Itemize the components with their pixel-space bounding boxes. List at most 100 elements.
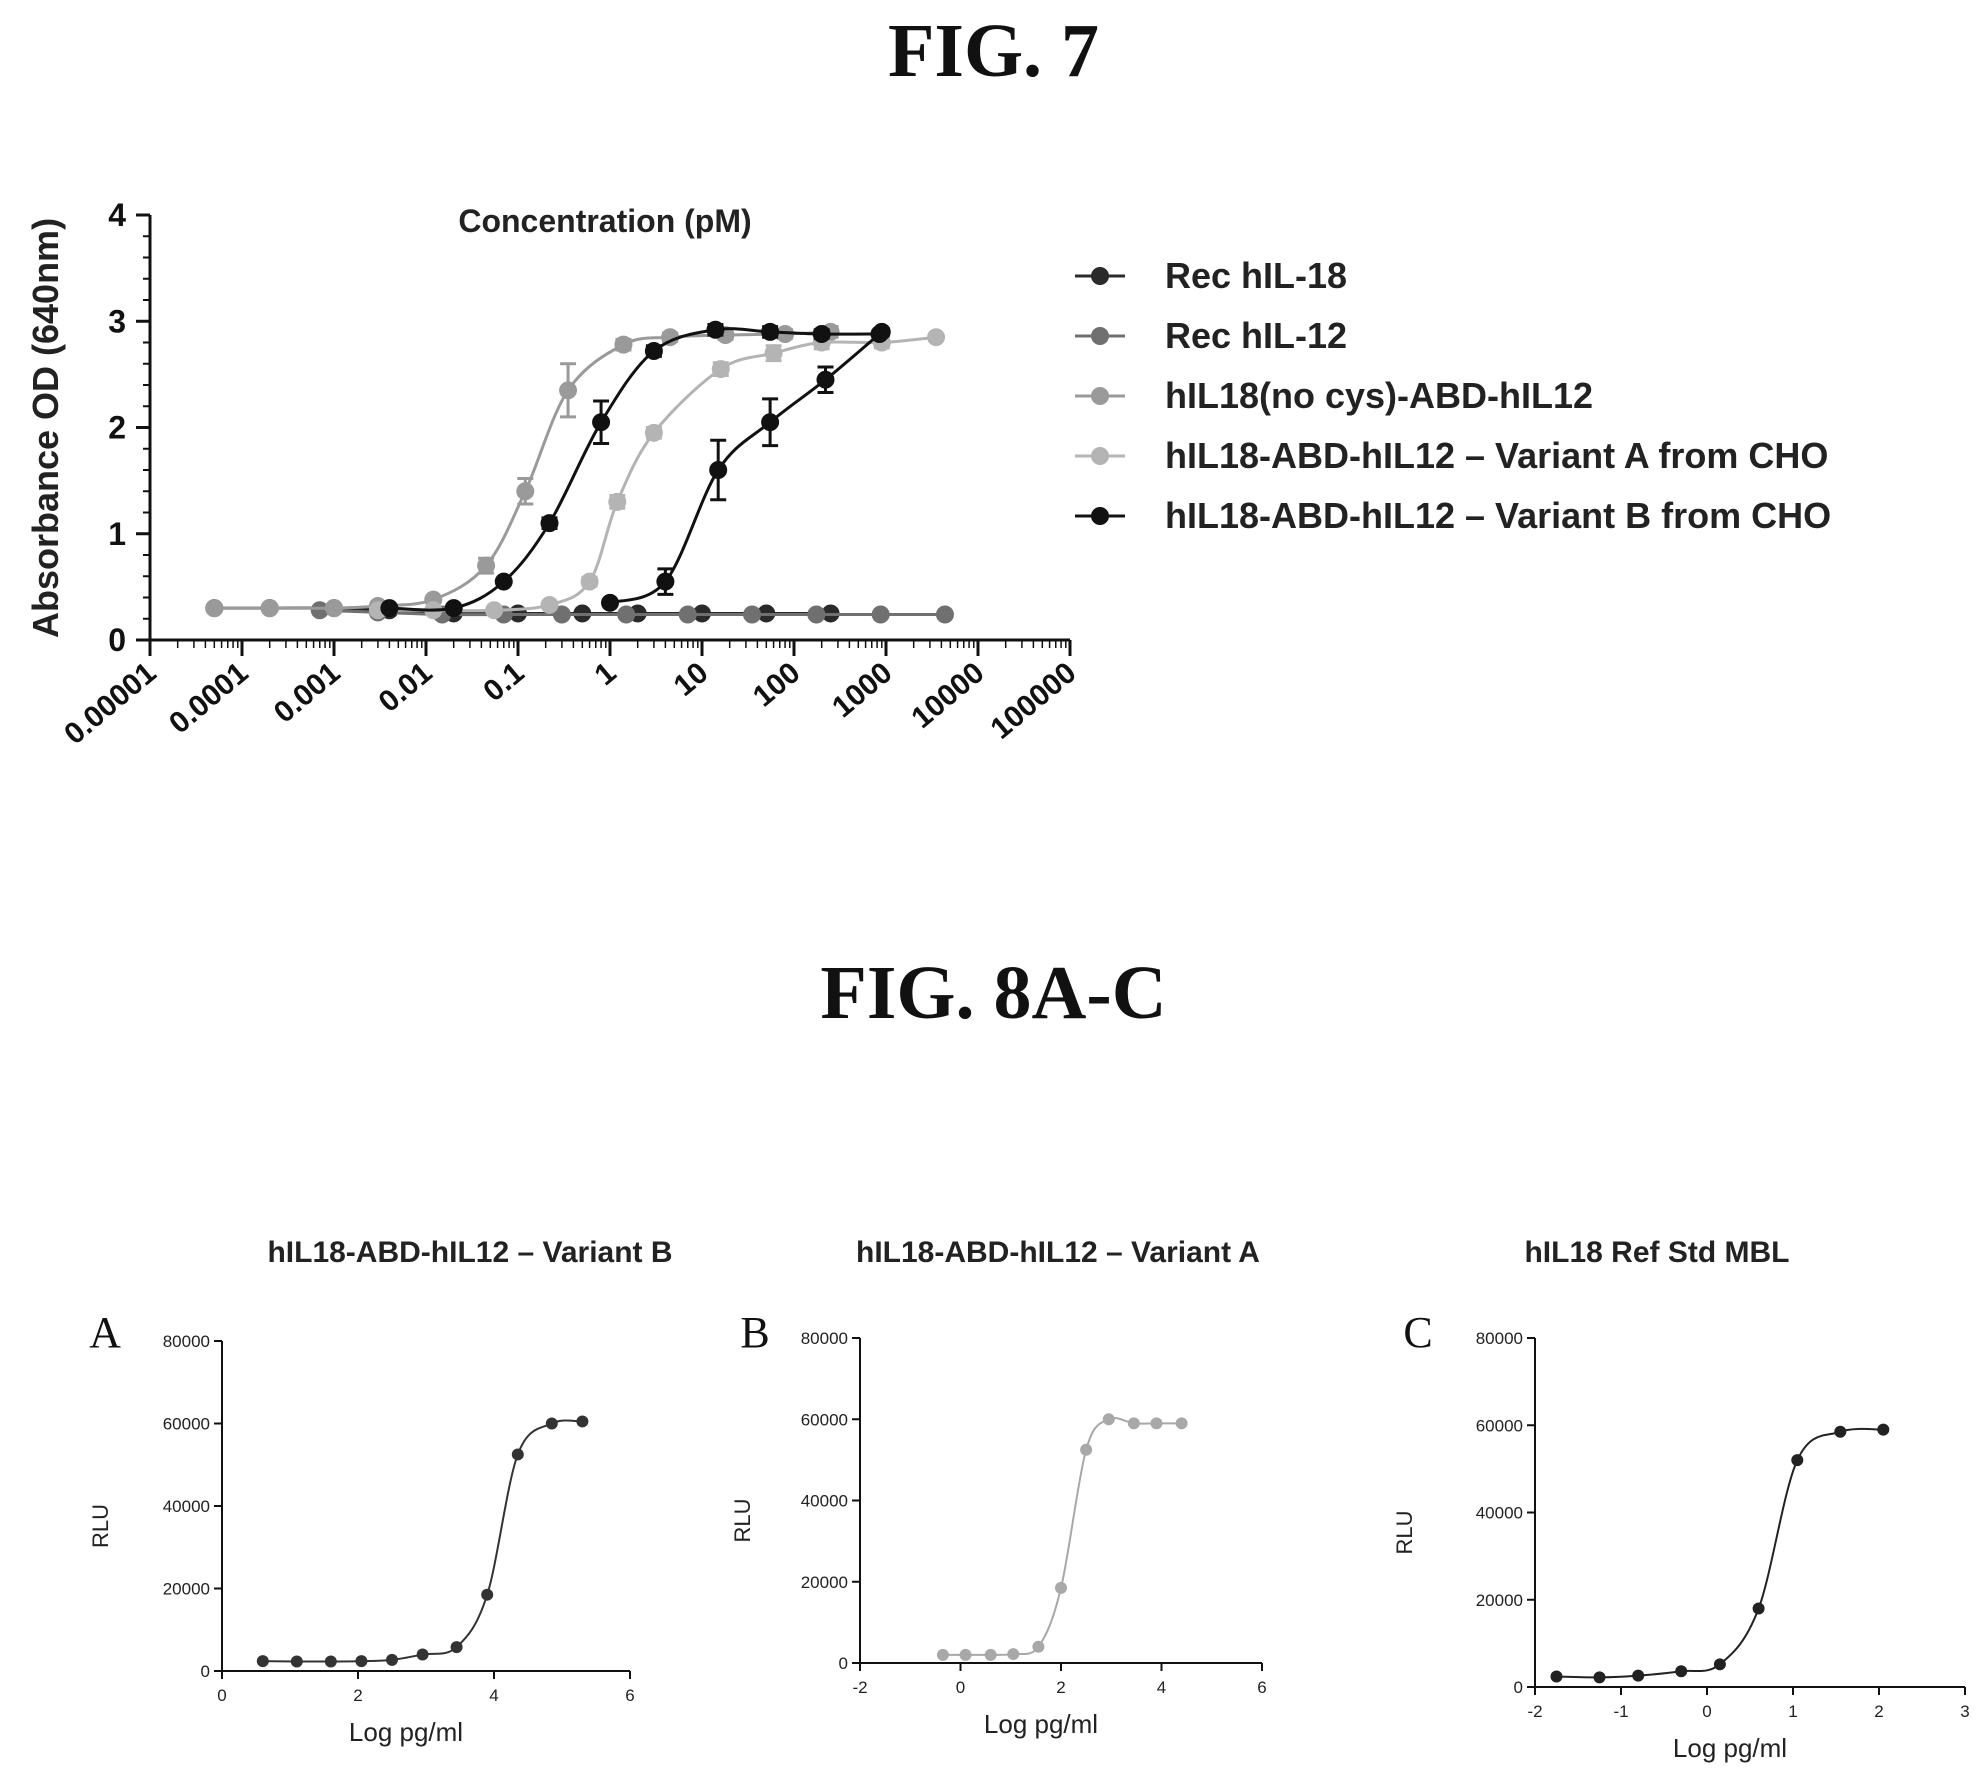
fig8-data-point: [1032, 1640, 1045, 1653]
fig7-data-point: [310, 601, 329, 620]
fig7-data-point: [871, 605, 890, 624]
fig8-x-axis-label: Log pg/ml: [984, 1709, 1098, 1739]
fig7-y-tick-label: 1: [108, 516, 126, 552]
fig7-legend-marker: [1091, 327, 1109, 345]
fig7-x-tick-label: 0.00001: [58, 656, 162, 751]
fig8-x-tick-label: 3: [1960, 1702, 1969, 1721]
fig8-x-tick-label: -1: [1613, 1702, 1628, 1721]
fig7-data-point: [656, 572, 675, 591]
fig7-legend-label: hIL18-ABD-hIL12 – Variant A from CHO: [1165, 435, 1828, 476]
fig7-data-point: [644, 342, 663, 360]
fig8-data-point: [355, 1655, 368, 1668]
fig8-panel-title: hIL18 Ref Std MBL: [1524, 1236, 1789, 1269]
fig7-series-2: [205, 322, 840, 618]
fig7-data-point: [812, 325, 831, 343]
fig7-data-point: [485, 601, 504, 620]
fig8-data-point: [984, 1648, 997, 1661]
fig7-data-point: [816, 370, 835, 389]
fig8-fit-curve: [262, 1419, 583, 1663]
fig8-data-point: [1834, 1425, 1847, 1438]
fig7-data-point: [380, 599, 399, 618]
fig8-data-point: [936, 1648, 949, 1661]
fig8-data-point: [324, 1655, 337, 1668]
fig8-x-tick-label: -2: [1527, 1702, 1542, 1721]
fig8-panel-title: hIL18-ABD-hIL12 – Variant B: [267, 1236, 672, 1269]
fig8-data-point: [481, 1588, 494, 1601]
fig7-data-point: [614, 335, 633, 354]
fig7-legend-marker: [1091, 387, 1109, 405]
fig8-y-tick-label: 80000: [801, 1329, 848, 1348]
fig7-x-tick-label: 0.1: [477, 656, 530, 708]
fig8-data-point: [1632, 1669, 1645, 1682]
fig8-x-axis-label: Log pg/ml: [1673, 1733, 1787, 1763]
fig8-y-tick-label: 40000: [801, 1492, 848, 1511]
fig7-x-tick-label: 0.0001: [163, 656, 255, 740]
fig7-legend-label: hIL18-ABD-hIL12 – Variant B from CHO: [1165, 495, 1831, 536]
fig7-x-tick-label: 0.001: [268, 656, 347, 730]
fig7-data-point: [872, 322, 891, 341]
fig8-panel-letter: A: [89, 1308, 121, 1357]
fig8-data-point: [1150, 1417, 1163, 1430]
fig7-series-line: [377, 335, 937, 613]
fig7-x-tick-label: 1: [589, 656, 623, 692]
fig8-fit-curve: [942, 1416, 1182, 1656]
fig8-x-tick-label: 1: [1788, 1702, 1797, 1721]
fig8-x-tick-label: 2: [1056, 1678, 1065, 1697]
fig7-x-tick-label: 10: [668, 656, 715, 703]
fig8-y-axis-label: RLU: [1392, 1510, 1417, 1554]
fig8-panel-c: hIL18 Ref Std MBL C 0 20000 40000 60000 80000 -…: [1392, 1236, 1970, 1763]
fig7-series-line: [609, 330, 883, 605]
fig8-data-point: [1713, 1658, 1726, 1671]
fig7-y-axis-label: Absorbance OD (640nm): [25, 218, 66, 638]
fig7-data-point: [935, 605, 954, 624]
fig7-data-point: [761, 322, 780, 341]
fig8-data-point: [1877, 1423, 1890, 1436]
fig7-data-point: [552, 605, 571, 624]
fig8-x-tick-label: 0: [956, 1678, 965, 1697]
fig8-data-point: [1102, 1413, 1115, 1426]
fig7-y-tick-label: 3: [108, 303, 126, 339]
fig7-series-3: [368, 328, 946, 620]
fig7-x-tick-label: 100000: [985, 656, 1083, 746]
fig7-data-point: [580, 572, 599, 591]
fig8-y-tick-label: 60000: [801, 1410, 848, 1429]
fig7-data-point: [601, 593, 619, 612]
fig7-chart-title: Concentration (pM): [458, 203, 751, 239]
fig7-data-point: [516, 482, 535, 501]
fig7-data-point: [608, 492, 627, 511]
fig7-y-tick-label: 4: [108, 197, 126, 233]
fig8-panel-title: hIL18-ABD-hIL12 – Variant A: [856, 1236, 1260, 1269]
fig7-series-4: [380, 320, 889, 618]
fig7-chart: 0 1 2 3 4 0.00001 0.0001 0.001 0.01 0.1 1 10 100 1000…: [25, 197, 1831, 751]
fig7-x-tick-label: 1000: [826, 656, 898, 724]
fig7-series-5: [601, 322, 891, 612]
fig8-x-tick-label: 4: [1157, 1678, 1166, 1697]
fig8-y-tick-label: 0: [201, 1662, 210, 1681]
fig7-legend-label: Rec hIL-18: [1165, 255, 1347, 296]
fig8-x-tick-label: 2: [1874, 1702, 1883, 1721]
fig8-x-tick-label: 6: [1257, 1678, 1266, 1697]
fig7-data-point: [678, 605, 697, 624]
fig8-data-point: [1791, 1454, 1804, 1467]
fig8-data-point: [1055, 1581, 1067, 1594]
fig7-x-tick-label: 10000: [905, 656, 990, 735]
fig8-data-point: [290, 1655, 303, 1668]
fig8-x-tick-label: 0: [1702, 1702, 1711, 1721]
fig7-data-point: [540, 514, 559, 533]
fig8-data-point: [416, 1648, 429, 1661]
fig8-data-point: [1007, 1648, 1020, 1661]
fig7-data-point: [540, 595, 559, 614]
fig8-panel-b: hIL18-ABD-hIL12 – Variant A B 0 20000 40000 6…: [730, 1236, 1267, 1739]
fig7-data-point: [711, 360, 730, 379]
fig8-data-point: [576, 1415, 589, 1428]
fig8-y-tick-label: 20000: [801, 1573, 848, 1592]
fig8-fit-curve: [1556, 1427, 1884, 1679]
fig8-x-tick-label: -2: [852, 1678, 867, 1697]
fig8-y-tick-label: 40000: [1476, 1504, 1523, 1523]
fig8-y-tick-label: 20000: [1476, 1591, 1523, 1610]
fig8-data-point: [1127, 1417, 1140, 1430]
fig7-data-point: [444, 599, 463, 618]
fig7-data-point: [617, 605, 636, 624]
fig8-x-tick-label: 2: [353, 1686, 362, 1705]
